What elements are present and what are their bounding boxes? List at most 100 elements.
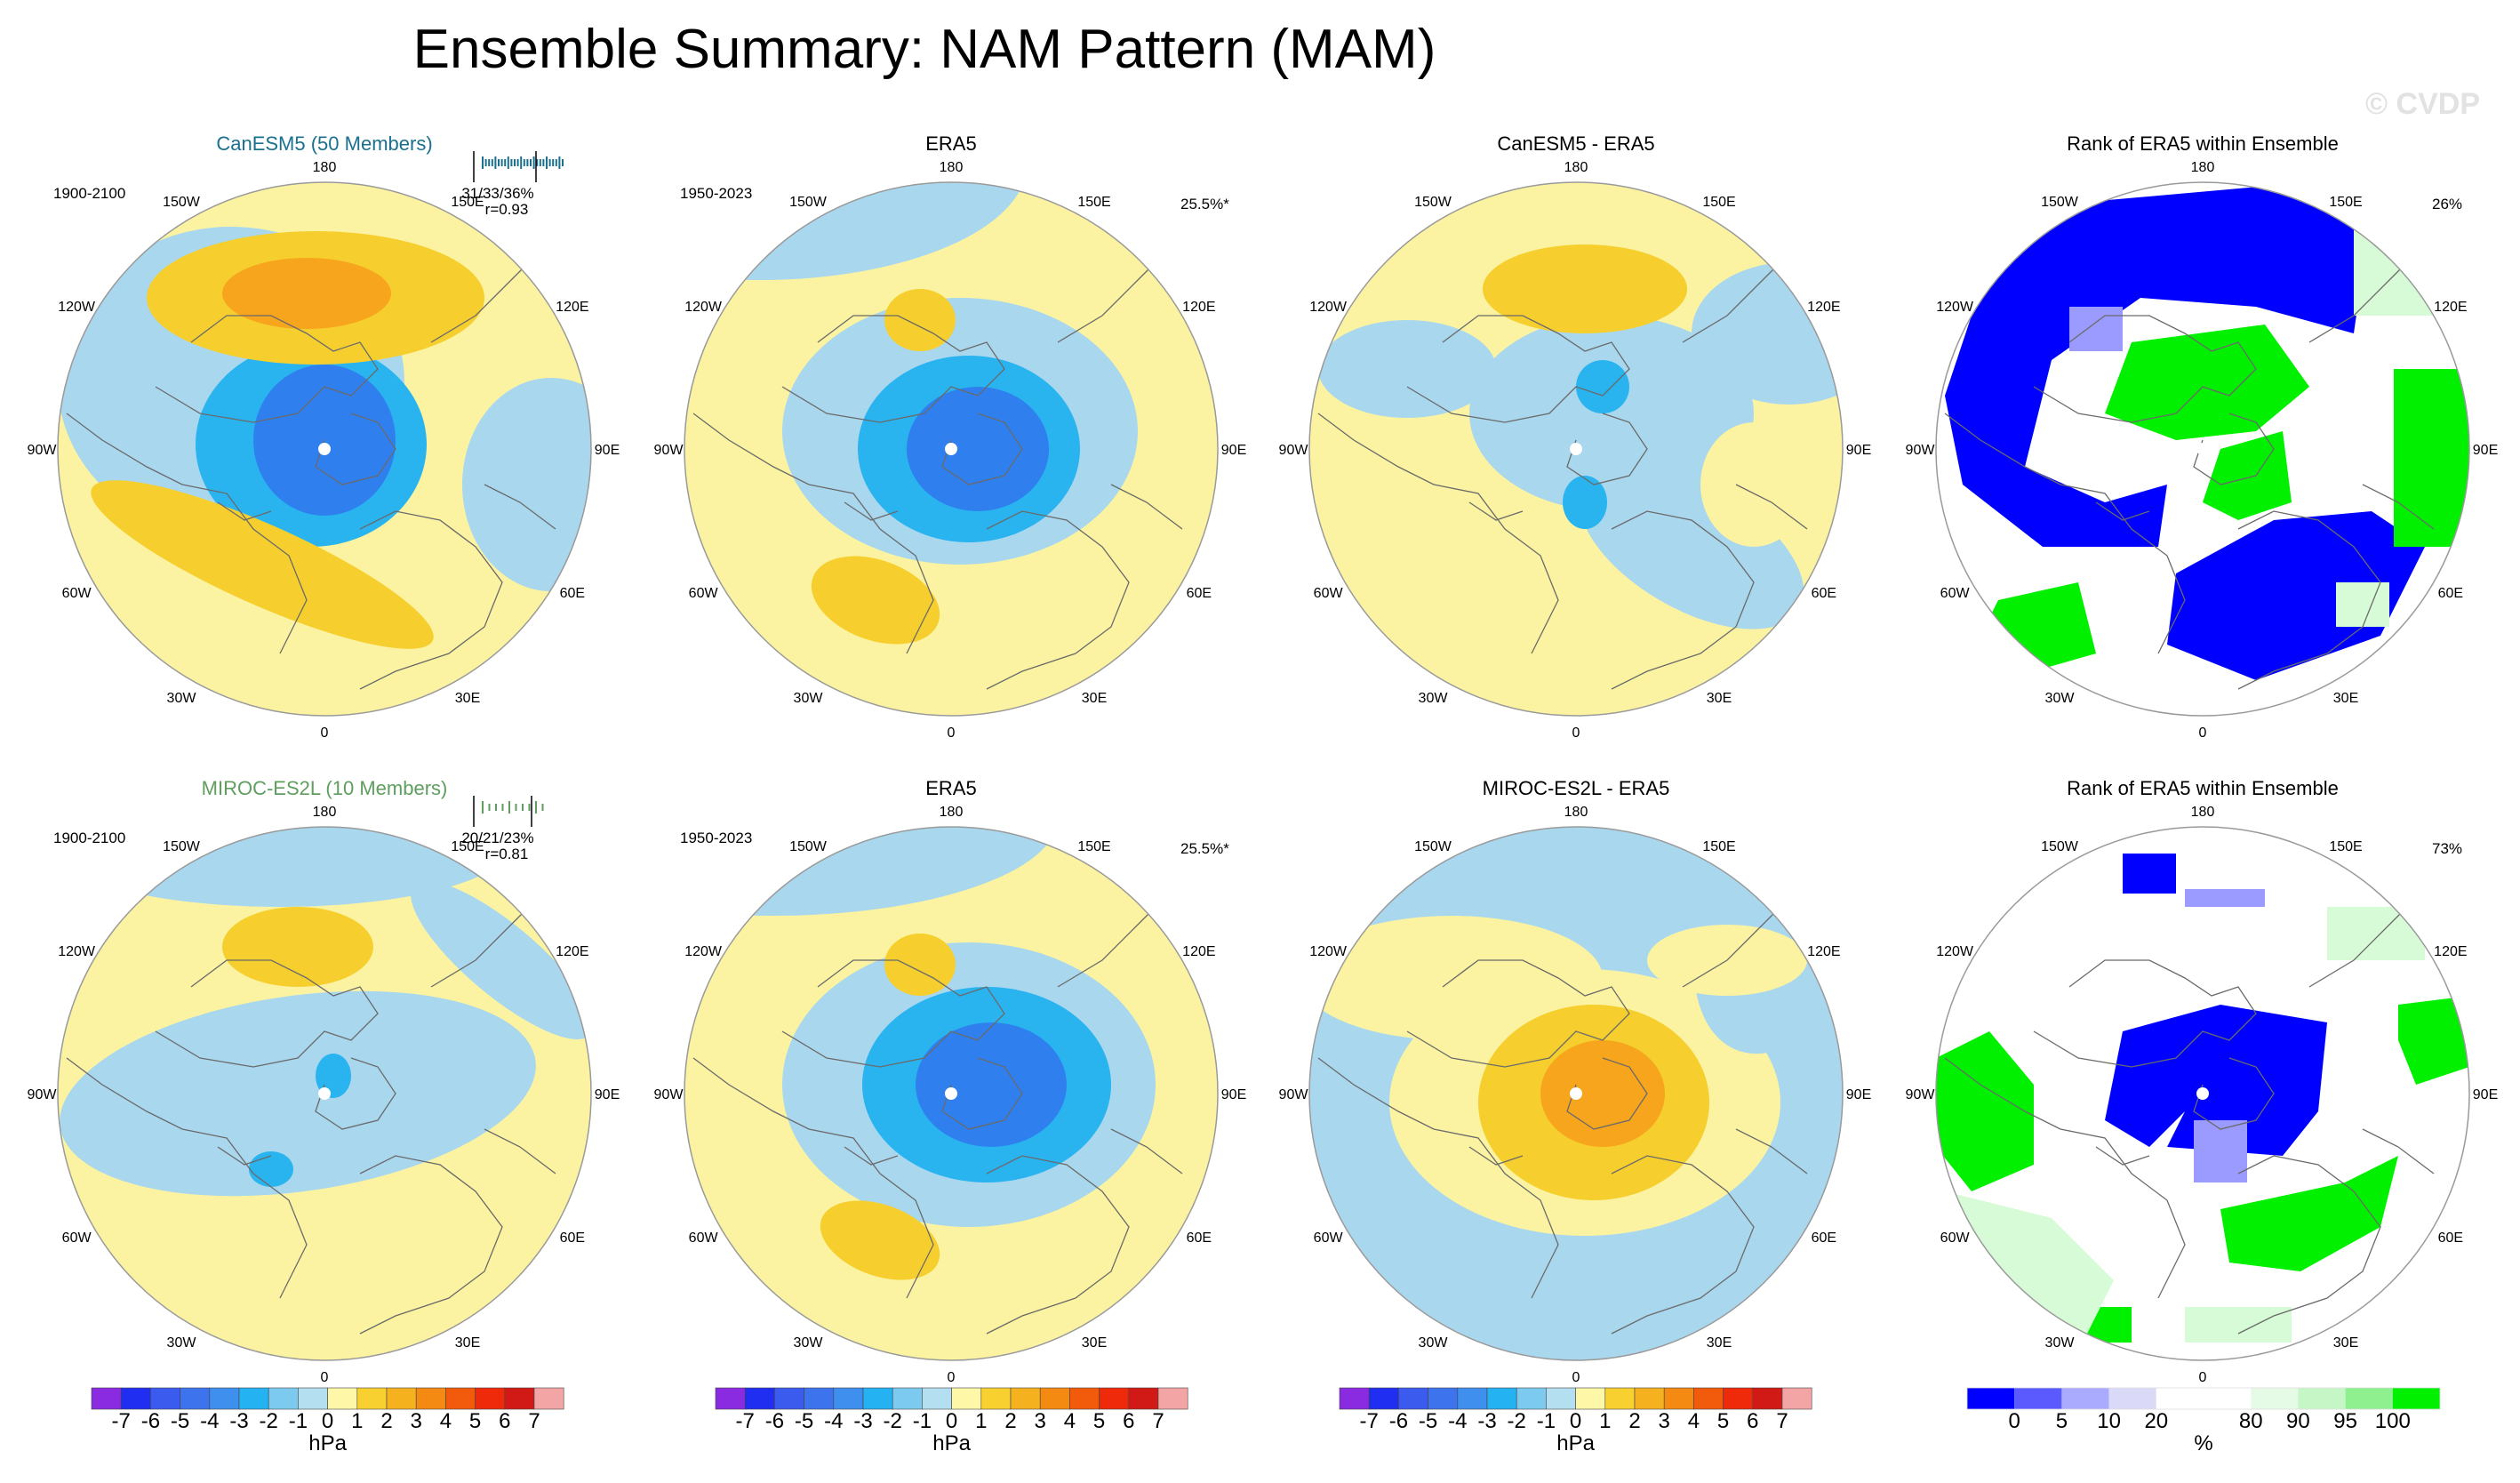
longitude-label: 150W <box>789 195 828 210</box>
colorbar-swatch <box>415 1387 446 1410</box>
stats-r: r=0.93 <box>485 201 529 218</box>
colorbar-label: 0 <box>1570 1409 1581 1433</box>
longitude-label: 180 <box>1564 805 1588 820</box>
colorbar-label: -6 <box>765 1409 784 1433</box>
hpa-colorbar-0: -7 -6 -5 -4 -3 -2 -1 0 1 2 3 4 5 6 7 hPa <box>91 1387 564 1455</box>
colorbar-swatch <box>715 1387 746 1410</box>
colorbar-label: 2 <box>1004 1409 1016 1433</box>
colorbar-swatch <box>1457 1387 1488 1410</box>
longitude-label: 90W <box>1906 1087 1936 1102</box>
panel-title: Rank of ERA5 within Ensemble <box>2067 132 2339 155</box>
longitude-label: 60W <box>62 1230 92 1246</box>
colorbar-swatch <box>1781 1387 1812 1410</box>
panel-title: Rank of ERA5 within Ensemble <box>2067 777 2339 799</box>
longitude-label: 180 <box>940 160 964 175</box>
longitude-label: 150W <box>2041 839 2079 854</box>
longitude-label: 30E <box>2333 691 2358 706</box>
colorbar-label: -6 <box>141 1409 160 1433</box>
map-field <box>684 827 1218 1360</box>
coastline <box>1468 501 1524 521</box>
rank-region-b2 <box>2194 1120 2247 1182</box>
longitude-label: 90E <box>1846 443 1871 458</box>
colorbar-unit: hPa <box>932 1431 971 1455</box>
longitude-label: 60E <box>1187 1230 1212 1246</box>
colorbar-label: 2 <box>1628 1409 1640 1433</box>
rank-colorbar-label: 90 <box>2286 1409 2310 1433</box>
coastline <box>1406 959 1630 1068</box>
map-field <box>1309 827 1843 1360</box>
longitude-label: 60E <box>1187 586 1212 601</box>
watermark: © CVDP <box>2365 87 2480 121</box>
longitude-label: 0 <box>2199 725 2207 741</box>
coastline <box>2033 959 2257 1068</box>
colorbar-swatch <box>356 1387 388 1410</box>
longitude-label: 0 <box>1572 725 1580 741</box>
coastline <box>1406 315 1630 423</box>
colorbar-swatch <box>862 1387 893 1410</box>
coastline <box>1468 1146 1524 1166</box>
longitude-label: 90E <box>1221 443 1246 458</box>
longitude-label: 0 <box>321 1370 329 1385</box>
colorbar-swatch <box>1752 1387 1783 1410</box>
colorbar-label: 3 <box>1035 1409 1046 1433</box>
rank-region-g1 <box>2185 1307 2292 1343</box>
colorbar-label: 3 <box>1659 1409 1670 1433</box>
panel-1-0: MIROC-ES2L (10 Members) 1900-2100 20/21/23… <box>28 777 620 1385</box>
coastline <box>359 1155 503 1335</box>
colorbar-swatch <box>1069 1387 1100 1410</box>
colorbar-swatch <box>386 1387 417 1410</box>
longitude-label: 150W <box>2041 195 2079 210</box>
colorbar-label: 4 <box>1064 1409 1076 1433</box>
colorbar-swatch <box>980 1387 1012 1410</box>
colorbar-label: 4 <box>1688 1409 1700 1433</box>
colorbar-label: 6 <box>499 1409 510 1433</box>
longitude-label: 120E <box>2434 944 2467 959</box>
colorbar-swatch <box>1693 1387 1724 1410</box>
longitude-label: 120W <box>1309 300 1348 315</box>
rank-region-g1 <box>1945 1191 2114 1334</box>
longitude-label: 90W <box>1279 443 1309 458</box>
longitude-label: 150W <box>1414 839 1452 854</box>
colorbar-label: -4 <box>200 1409 219 1433</box>
map-field <box>684 182 1218 716</box>
panel-1-1: ERA5 1950-2023 25.5%* 180 150E 120E 90E 60E 30E 0… <box>654 777 1247 1385</box>
panel-0-3: Rank of ERA5 within Ensemble 26% 180 150E 12… <box>1906 132 2499 741</box>
colorbar-swatch <box>922 1387 952 1410</box>
colorbar-swatch <box>833 1387 864 1410</box>
colorbar-label: 5 <box>1093 1409 1105 1433</box>
longitude-label: 30E <box>455 691 480 706</box>
period-label: 1950-2023 <box>680 830 752 846</box>
coastline <box>1566 1057 1648 1130</box>
pole-marker <box>318 443 331 455</box>
contour-pos1 <box>1700 422 1807 547</box>
longitude-label: 30E <box>1082 1335 1107 1351</box>
colorbar-swatch <box>1575 1387 1606 1410</box>
ensemble-ticks <box>473 796 544 827</box>
coastline <box>2193 413 2275 485</box>
panel-0-2: CanESM5 - ERA5 180 150E 120E 90E 60E 30E 0 30W 60… <box>1279 132 1872 741</box>
rank-region-g2 <box>2398 996 2469 1085</box>
longitude-label: 120E <box>1182 300 1215 315</box>
contour-neg1 <box>684 827 1058 916</box>
colorbar-swatch <box>1398 1387 1428 1410</box>
longitude-label: 30E <box>2333 1335 2358 1351</box>
period-label: 1900-2100 <box>53 185 125 202</box>
rank-region-g2 <box>2394 369 2469 547</box>
colorbar-swatch <box>1010 1387 1041 1410</box>
map-border <box>57 826 592 1361</box>
contour-neg2 <box>316 1054 351 1098</box>
rank-swatch <box>2108 1388 2156 1409</box>
colorbar-label: -7 <box>736 1409 755 1433</box>
rank-colorbar-label: 80 <box>2239 1409 2263 1433</box>
panel-title: CanESM5 (50 Members) <box>216 132 432 155</box>
longitude-label: 60E <box>2438 1230 2463 1246</box>
longitude-label: 120W <box>684 300 723 315</box>
longitude-label: 30E <box>1707 691 1732 706</box>
coastline <box>986 510 1130 690</box>
longitude-label: 180 <box>2191 160 2215 175</box>
panel-1-2: MIROC-ES2L - ERA5 180 150E 120E 90E 60E 30E 0 30… <box>1279 777 1872 1385</box>
longitude-label: 90E <box>595 443 620 458</box>
contour-pos2 <box>222 907 373 987</box>
coastline <box>66 413 308 654</box>
longitude-label: 180 <box>313 160 337 175</box>
